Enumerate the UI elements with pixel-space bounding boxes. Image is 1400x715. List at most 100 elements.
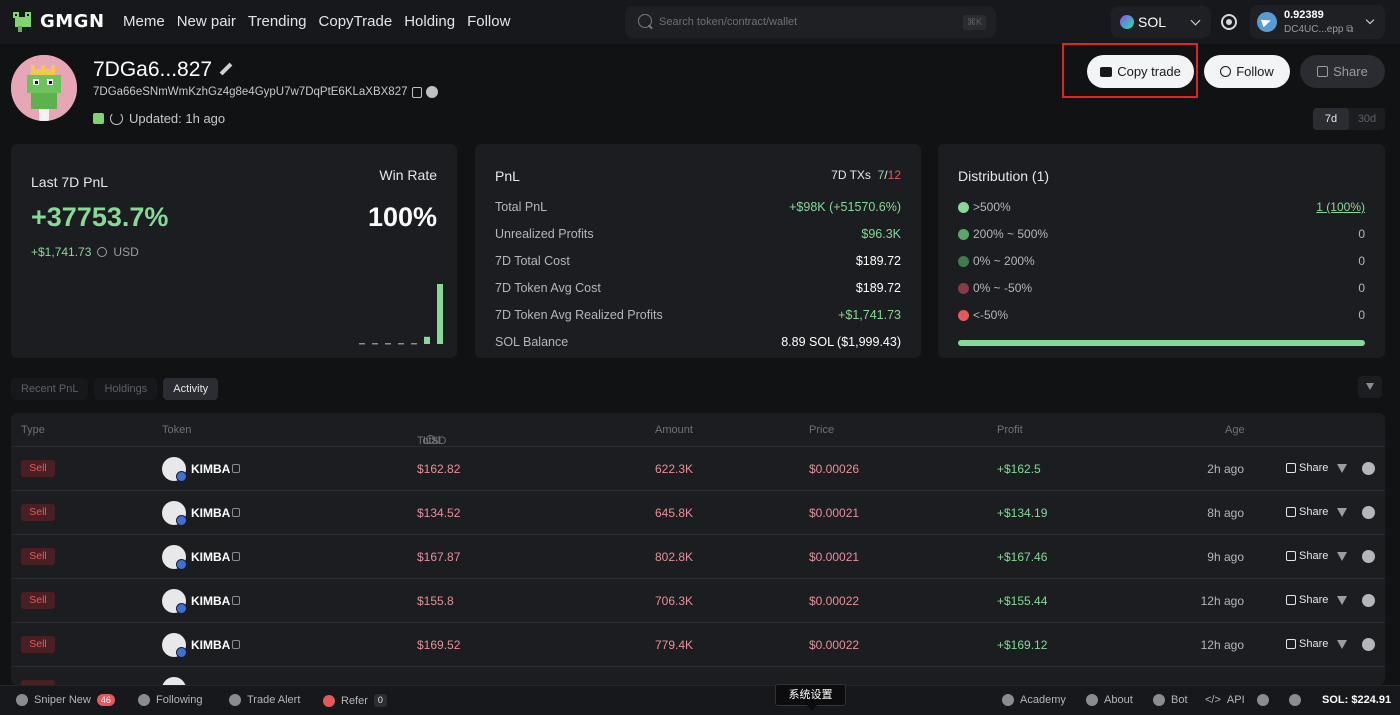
token-name[interactable]: KIMBA: [191, 462, 231, 476]
tab-holdings[interactable]: Holdings: [94, 378, 158, 400]
academy-icon: [1002, 694, 1014, 706]
table-row[interactable]: Sell KIMBA $162.82 622.3K $0.00026 +$162…: [11, 447, 1385, 491]
tab-activity[interactable]: Activity: [163, 378, 219, 400]
row-share-button[interactable]: Share: [1286, 550, 1328, 562]
txs-sell: 12: [887, 168, 901, 182]
search-input[interactable]: [659, 6, 959, 38]
table-row-partial[interactable]: [11, 667, 1385, 685]
telegram-icon: [1257, 12, 1277, 32]
table-row[interactable]: Sell KIMBA $134.52 645.8K $0.00021 +$134…: [11, 491, 1385, 535]
frog-logo-icon: [13, 12, 31, 32]
more-icon[interactable]: [1362, 594, 1375, 607]
api-link[interactable]: </> API: [1205, 694, 1245, 706]
tab-recent-pnl[interactable]: Recent PnL: [11, 378, 89, 400]
activity-tabs: Recent PnL Holdings Activity: [11, 378, 219, 400]
nav-meme[interactable]: Meme: [123, 13, 165, 30]
filter-icon[interactable]: [1358, 376, 1382, 398]
nav-follow[interactable]: Follow: [467, 13, 511, 30]
filter-icon[interactable]: [1337, 552, 1347, 561]
pnl-row-label: Total PnL: [495, 200, 548, 214]
following-link[interactable]: Following: [138, 694, 202, 706]
dist-value-link[interactable]: 1 (100%): [1316, 200, 1365, 214]
copy-icon[interactable]: [232, 596, 240, 605]
dist-row: >500% 1 (100%): [958, 200, 1365, 218]
chain-label: SOL: [1138, 14, 1167, 30]
table-row[interactable]: Sell KIMBA $167.87 802.8K $0.00021 +$167…: [11, 535, 1385, 579]
sniper-new[interactable]: Sniper New 46: [16, 694, 115, 706]
token-name[interactable]: KIMBA: [191, 594, 231, 608]
distribution-title: Distribution (1): [958, 168, 1050, 184]
chain-selector[interactable]: SOL: [1111, 6, 1211, 38]
col-total[interactable]: Total USD: [417, 424, 446, 447]
token-name[interactable]: KIMBA: [191, 506, 231, 520]
api-label: API: [1226, 694, 1245, 706]
copy-icon[interactable]: [232, 640, 240, 649]
txs-count: 7D TXs 7/12: [831, 168, 901, 182]
academy-link[interactable]: Academy: [1002, 694, 1066, 706]
edit-pencil-icon[interactable]: [218, 62, 234, 78]
sniper-icon: [16, 694, 28, 706]
copy-icon[interactable]: [411, 86, 422, 98]
pnl-row-label: SOL Balance: [495, 335, 569, 349]
table-row[interactable]: Sell KIMBA $155.8 706.3K $0.00022 +$155.…: [11, 579, 1385, 623]
nav-copytrade[interactable]: CopyTrade: [318, 13, 393, 30]
pnl-row-value: $189.72: [855, 254, 901, 268]
more-icon[interactable]: [1362, 550, 1375, 563]
telegram-icon: [1289, 694, 1301, 706]
period-7d[interactable]: 7d: [1313, 108, 1349, 130]
table-row[interactable]: Sell KIMBA $169.52 779.4K $0.00022 +$169…: [11, 623, 1385, 667]
pnl-row-avg-cost: 7D Token Avg Cost $189.72: [495, 281, 901, 299]
share-button[interactable]: Share: [1300, 55, 1385, 88]
trade-alert-label: Trade Alert: [247, 694, 301, 706]
row-share-button[interactable]: Share: [1286, 506, 1328, 518]
about-link[interactable]: About: [1086, 694, 1133, 706]
nav-new-pair[interactable]: New pair: [176, 13, 236, 30]
dist-dot-icon: [958, 202, 969, 213]
copy-trade-button[interactable]: Copy trade: [1087, 55, 1194, 88]
refer-link[interactable]: Refer 0: [323, 694, 387, 707]
follow-button[interactable]: Follow: [1204, 55, 1290, 88]
search-box[interactable]: ⌘K: [625, 6, 996, 38]
pnl-summary-card: Last 7D PnL Win Rate +37753.7% 100% +$1,…: [11, 144, 457, 358]
filter-icon[interactable]: [1337, 508, 1347, 517]
cell-total: $162.82: [417, 462, 461, 476]
about-label: About: [1104, 694, 1133, 706]
copy-icon[interactable]: [232, 552, 240, 561]
settings-icon[interactable]: [1221, 14, 1237, 30]
nav-trending[interactable]: Trending: [247, 13, 307, 30]
token-name[interactable]: KIMBA: [191, 550, 231, 564]
type-badge: Sell: [21, 636, 55, 653]
refresh-icon[interactable]: [110, 112, 123, 125]
row-share-button[interactable]: Share: [1286, 594, 1328, 606]
telegram-link[interactable]: [1289, 694, 1301, 706]
x-link[interactable]: [1257, 694, 1269, 706]
explorer-icon[interactable]: [425, 86, 438, 98]
pnl-row-avg-realized: 7D Token Avg Realized Profits +$1,741.73: [495, 308, 901, 326]
cell-profit: +$155.44: [997, 594, 1048, 608]
more-icon[interactable]: [1362, 462, 1375, 475]
filter-icon[interactable]: [1337, 464, 1347, 473]
cell-profit: +$162.5: [997, 462, 1041, 476]
wallet-menu[interactable]: 0.92389 DC4UC...epp ⧉: [1250, 5, 1385, 39]
pnl-row-label: Unrealized Profits: [495, 227, 594, 241]
bot-link[interactable]: Bot: [1153, 694, 1188, 706]
filter-icon[interactable]: [1337, 596, 1347, 605]
logo[interactable]: GMGN: [10, 8, 105, 34]
nav-holding[interactable]: Holding: [404, 13, 456, 30]
row-share-button[interactable]: Share: [1286, 638, 1328, 650]
more-icon[interactable]: [1362, 506, 1375, 519]
full-address-row: 7DGa66eSNmWmKzhGz4g8e4GypU7w7DqPtE6KLaXB…: [93, 86, 438, 98]
cell-amount: 779.4K: [655, 638, 694, 652]
top-nav: GMGN Meme New pair Trending CopyTrade Ho…: [0, 0, 1400, 44]
copy-icon[interactable]: [232, 464, 240, 473]
filter-icon[interactable]: [1337, 640, 1347, 649]
token-logo: [162, 589, 187, 614]
period-30d[interactable]: 30d: [1357, 113, 1377, 125]
trade-alert-link[interactable]: Trade Alert: [229, 694, 300, 706]
copy-icon[interactable]: [232, 508, 240, 517]
row-share-button[interactable]: Share: [1286, 462, 1328, 474]
cell-age: 12h ago: [1200, 638, 1244, 652]
logo-text: GMGN: [40, 10, 105, 32]
more-icon[interactable]: [1362, 638, 1375, 651]
token-name[interactable]: KIMBA: [191, 638, 231, 652]
